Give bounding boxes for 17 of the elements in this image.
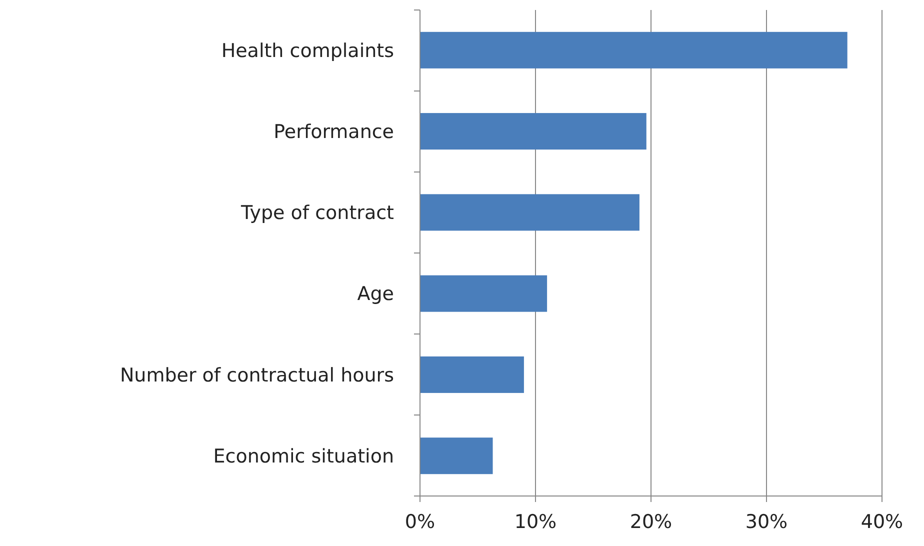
bar — [420, 194, 640, 231]
bar — [420, 32, 848, 68]
y-tick-label: Economic situation — [213, 445, 394, 468]
y-tick-label: Type of contract — [240, 202, 394, 224]
x-tick-label: 0% — [404, 511, 436, 533]
x-tick-label: 40% — [860, 511, 904, 533]
bar — [420, 113, 646, 150]
x-tick-label: 20% — [630, 511, 672, 533]
bar — [420, 438, 493, 474]
y-tick-label: Age — [357, 283, 394, 306]
bar — [420, 356, 524, 393]
y-tick-label: Health complaints — [221, 40, 394, 62]
y-tick-label: Number of contractual hours — [120, 364, 394, 386]
x-tick-label: 30% — [745, 511, 788, 533]
x-tick-label: 10% — [514, 511, 557, 533]
bar — [420, 275, 548, 312]
y-tick-label: Performance — [274, 120, 394, 143]
